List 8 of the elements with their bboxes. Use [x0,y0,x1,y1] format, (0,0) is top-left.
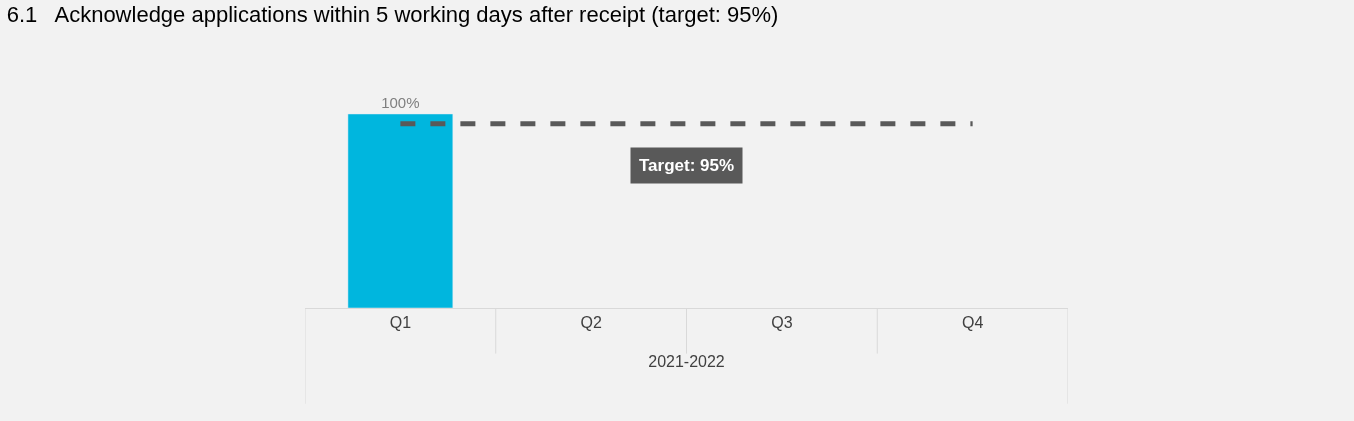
x-tick-label: Q4 [961,314,984,332]
x-tick-label: Q2 [580,314,602,332]
x-tick-label: Q3 [771,314,793,332]
x-axis-title: 2021-2022 [648,352,725,370]
data-label: 100% [381,93,420,111]
x-tick-label: Q1 [389,314,412,332]
ref-line-label: Target: 95% [639,156,735,175]
chart-title: 6.1 Acknowledge applications within 5 working days after receipt (target: 95%) [6,1,779,27]
